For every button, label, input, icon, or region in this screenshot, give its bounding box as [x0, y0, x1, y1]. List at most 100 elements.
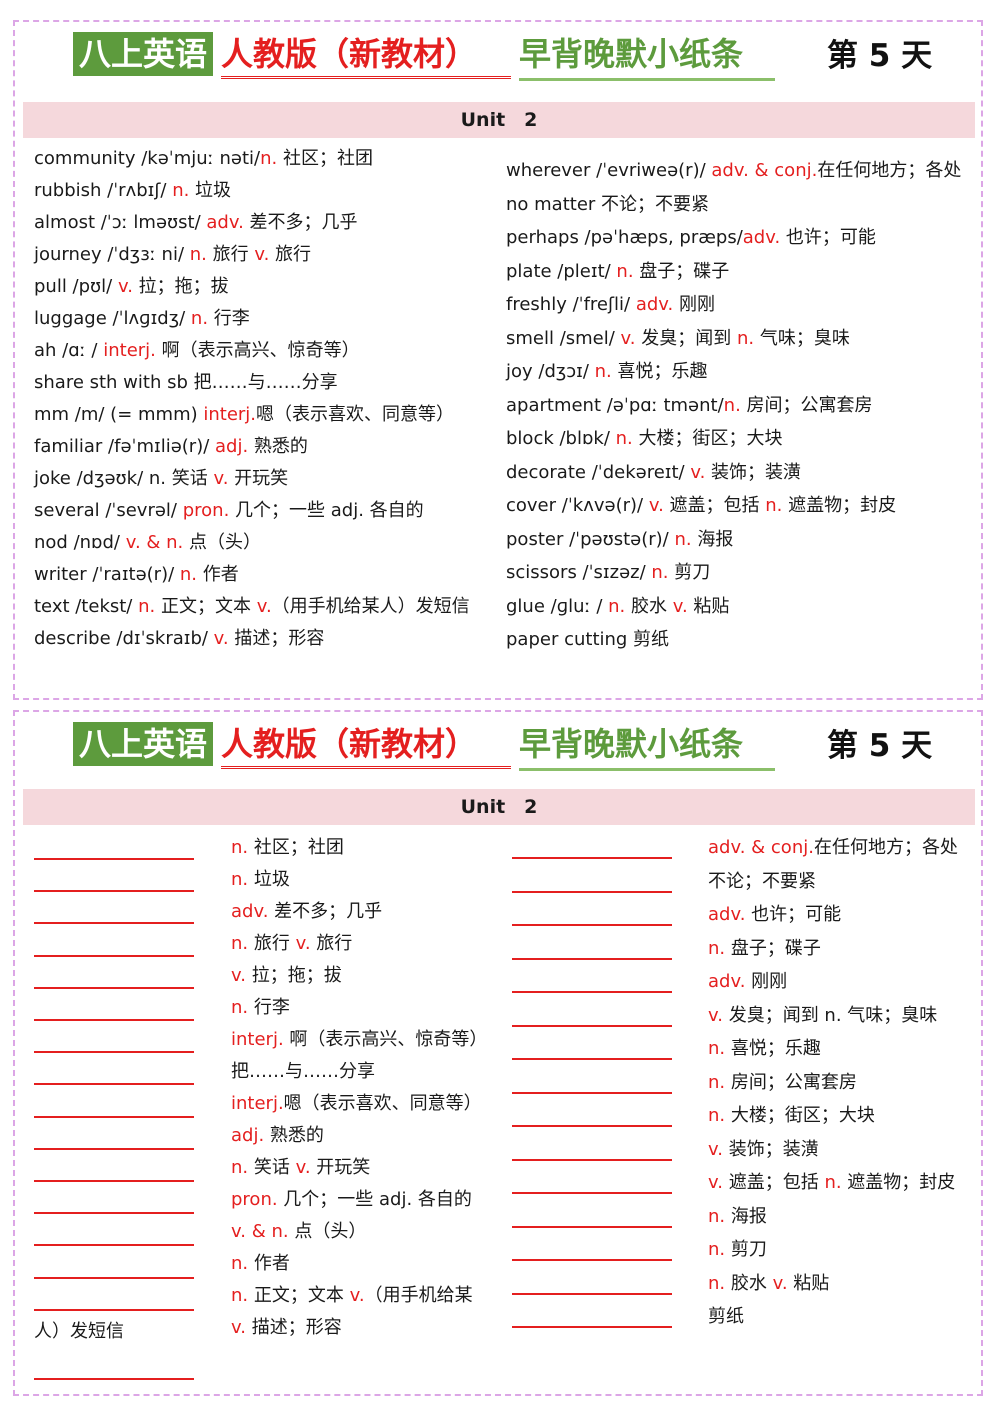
meaning: 嗯（表示喜欢、同意等） [256, 404, 455, 425]
word: block /blɒk/ [506, 428, 610, 449]
part-of-speech: n. [231, 933, 249, 954]
meaning: 把……与……分享 [231, 1061, 375, 1082]
meaning: 垃圾 [248, 869, 290, 890]
meaning: 胶水 [625, 595, 673, 617]
meaning: 遮盖物；封皮 [841, 1172, 956, 1193]
answer-blank [34, 1147, 194, 1150]
vocab-entry: v. 发臭；闻到 n. 气味；臭味 [708, 999, 976, 1033]
answer-blank [512, 1158, 672, 1161]
meaning: 正文；文本 [155, 596, 257, 617]
word: several /ˈsevrəl/ [34, 500, 177, 521]
part-of-speech: adv. [200, 212, 244, 233]
answer-blank [512, 957, 672, 960]
meaning: 剪刀 [668, 562, 711, 583]
vocab-entry: 把……与……分享 [231, 1056, 501, 1088]
vocab-entry: writer /ˈraɪtə(r)/ n. 作者 [34, 559, 494, 591]
vocab-entry: n. 喜悦；乐趣 [708, 1032, 976, 1066]
vocab-entry: v. 遮盖；包括 n. 遮盖物；封皮 [708, 1166, 976, 1200]
part-of-speech: v. [708, 1004, 723, 1026]
part-of-speech: interj. [197, 404, 257, 425]
part-of-speech: n. [231, 1285, 249, 1306]
title-purpose-underline [519, 768, 775, 771]
word: journey /ˈdʒɜː ni/ [34, 244, 185, 265]
part-of-speech: v. [708, 1138, 723, 1160]
title-purpose: 早背晚默小纸条 [519, 35, 744, 73]
vocab-entry: n. 笑话 v. 开玩笑 [231, 1152, 501, 1184]
vocab-entry: pron. 几个；一些 adj. 各自的 [231, 1184, 501, 1216]
meaning: 粘贴 [687, 595, 730, 617]
meaning: 房间；公寓套房 [740, 394, 873, 416]
word: joke /dʒəʊk/ n. 笑话 [34, 468, 208, 489]
vocab-column-right: wherever /ˈevriweə(r)/ adv. & conj.在任何地方… [506, 154, 968, 657]
vocab-entry: n. 旅行 v. 旅行 [231, 928, 501, 960]
meaning: 旅行 [206, 244, 255, 265]
part-of-speech: v. [708, 1172, 723, 1193]
meaning: 也许；可能 [745, 904, 842, 925]
part-of-speech: v. [231, 1317, 246, 1338]
meaning: 遮盖；包括 [722, 1172, 825, 1193]
answer-blank [34, 1115, 194, 1118]
word: text /tekst/ [34, 596, 133, 617]
meaning-column-left: n. 社区；社团 n. 垃圾 adv. 差不多；几乎 n. 旅行 v. 旅行 v. 拉；… [231, 832, 501, 1344]
dictation-card: 八上英语 人教版（新教材） 早背晚默小纸条 第 5 天 Unit 2 n. 社区… [13, 710, 983, 1396]
part-of-speech: adv. [708, 971, 746, 992]
vocab-entry: text /tekst/ n. 正文；文本 v.（用手机给某人）发短信 [34, 591, 494, 623]
part-of-speech: v. & n. [119, 532, 184, 553]
meaning: 刚刚 [745, 971, 788, 992]
meaning: 在任何地方；各处 [817, 160, 962, 181]
vocab-entry: several /ˈsevrəl/ pron. 几个；一些 adj. 各自的 [34, 495, 494, 527]
meaning: 剪刀 [725, 1239, 767, 1260]
meaning: 喜悦；乐趣 [611, 361, 708, 382]
meaning: 装饰；装潢 [705, 461, 802, 483]
word: scissors /ˈsɪzəz/ [506, 562, 646, 583]
part-of-speech: interj. [97, 340, 156, 361]
word: freshly /ˈfreʃli/ [506, 294, 631, 315]
part-of-speech: n. [708, 1071, 726, 1093]
part-of-speech: n. [602, 595, 626, 617]
vocab-entry: n. 垃圾 [231, 864, 501, 896]
part-of-speech: n. [231, 997, 249, 1018]
word: poster /ˈpəʊstə(r)/ [506, 528, 669, 550]
meaning: 行李 [248, 997, 290, 1018]
vocab-entry: joke /dʒəʊk/ n. 笑话 v. 开玩笑 [34, 463, 494, 495]
unit-bar: Unit 2 [23, 789, 975, 825]
part-of-speech: v. [207, 628, 229, 649]
word: ah /ɑː / [34, 340, 98, 361]
meaning: 装饰；装潢 [722, 1138, 819, 1160]
answer-blank [512, 1058, 672, 1060]
part-of-speech: n. [824, 1172, 842, 1193]
vocab-entry: wherever /ˈevriweə(r)/ adv. & conj.在任何地方… [506, 154, 968, 188]
vocab-entry: n. 胶水 v. 粘贴 [708, 1267, 976, 1301]
part-of-speech: pron. [177, 500, 230, 521]
part-of-speech: n. [231, 837, 249, 858]
answer-blank [512, 1192, 672, 1194]
part-of-speech: n. [708, 1205, 726, 1227]
vocab-entry: cover /ˈkʌvə(r)/ v. 遮盖；包括 n. 遮盖物；封皮 [506, 489, 968, 523]
meaning: 几个；一些 adj. 各自的 [229, 500, 424, 521]
vocab-entry: journey /ˈdʒɜː ni/ n. 旅行 v. 旅行 [34, 239, 494, 271]
meaning: 啊（表示高兴、惊奇等） [155, 340, 360, 361]
vocab-entry: plate /pleɪt/ n. 盘子；碟子 [506, 255, 968, 289]
answer-blank [512, 857, 672, 859]
meaning: 海报 [725, 1205, 767, 1227]
title-edition: 人教版（新教材） [221, 35, 478, 73]
part-of-speech: n. [174, 564, 198, 585]
meaning: 点（头） [288, 1221, 367, 1242]
answer-blank [512, 1125, 672, 1127]
answer-blank [512, 1259, 672, 1261]
meaning: 行李 [208, 308, 250, 329]
part-of-speech: adj. [231, 1125, 265, 1146]
part-of-speech: adv. [708, 904, 746, 925]
answer-blank [512, 1024, 672, 1027]
part-of-speech: v. [349, 1285, 365, 1306]
study-card: 八上英语 人教版（新教材） 早背晚默小纸条 第 5 天 Unit 2 commu… [13, 20, 983, 700]
vocab-entry: perhaps /pəˈhæps, præps/adv. 也许；可能 [506, 221, 968, 255]
vocab-entry: interj. 啊（表示高兴、惊奇等） [231, 1024, 501, 1056]
vocab-entry: smell /smel/ v. 发臭；闻到 n. 气味；臭味 [506, 322, 968, 356]
word: plate /pleɪt/ [506, 260, 611, 282]
part-of-speech: n. [708, 1105, 726, 1126]
word: writer /ˈraɪtə(r)/ [34, 564, 175, 585]
vocab-entry: adv. 也许；可能 [708, 898, 976, 932]
meaning: 喜悦；乐趣 [725, 1038, 821, 1059]
answer-blank [512, 1292, 672, 1295]
